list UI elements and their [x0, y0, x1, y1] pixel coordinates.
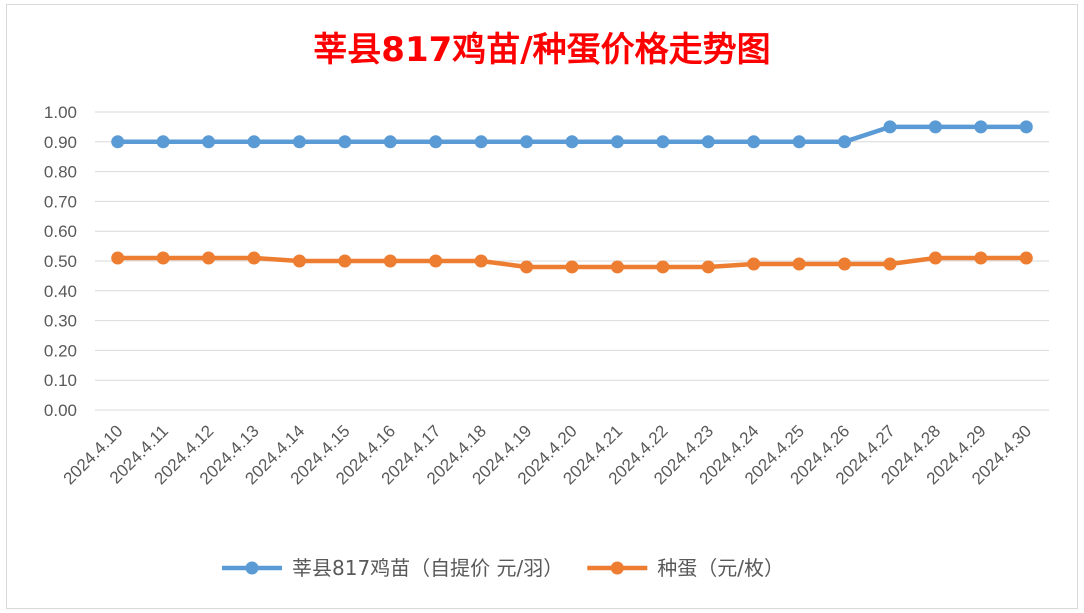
data-point — [156, 251, 170, 265]
data-point — [338, 254, 352, 268]
y-tick-label: 0.30 — [44, 312, 77, 331]
data-point — [928, 251, 942, 265]
data-point — [474, 135, 488, 149]
data-point — [928, 120, 942, 134]
data-point — [520, 135, 534, 149]
data-point — [429, 254, 443, 268]
data-point — [156, 135, 170, 149]
data-point — [792, 135, 806, 149]
y-tick-label: 1.00 — [44, 103, 77, 122]
data-point — [1019, 120, 1033, 134]
data-point — [747, 135, 761, 149]
data-point — [383, 135, 397, 149]
data-point — [838, 135, 852, 149]
data-point — [292, 135, 306, 149]
data-point — [292, 254, 306, 268]
data-point — [520, 260, 534, 274]
data-point — [883, 257, 897, 271]
legend-label: 种蛋（元/枚） — [657, 556, 784, 580]
data-point — [838, 257, 852, 271]
data-point — [338, 135, 352, 149]
data-point — [247, 251, 261, 265]
chart-frame: 莘县817鸡苗/种蛋价格走势图 0.00 0.10 0.20 0.30 0.40 0.50… — [6, 4, 1078, 609]
line-chart: 莘县817鸡苗/种蛋价格走势图 0.00 0.10 0.20 0.30 0.40 0.50… — [44, 30, 1049, 580]
series-2 — [111, 251, 1033, 274]
data-point — [565, 260, 579, 274]
series-1 — [111, 120, 1033, 149]
y-axis-tick-labels: 0.00 0.10 0.20 0.30 0.40 0.50 0.60 0.70 0.80 0.90… — [44, 103, 77, 420]
y-tick-label: 0.90 — [44, 133, 77, 152]
legend-swatch-marker — [245, 561, 259, 575]
legend-label: 莘县817鸡苗（自提价 元/羽） — [292, 556, 563, 580]
data-point — [974, 120, 988, 134]
y-tick-label: 0.70 — [44, 192, 77, 211]
data-point — [474, 254, 488, 268]
data-point — [202, 251, 216, 265]
x-axis-tick-labels: 2024.4.102024.4.112024.4.122024.4.132024… — [60, 421, 1035, 488]
data-point — [247, 135, 261, 149]
data-point — [111, 251, 125, 265]
data-point — [974, 251, 988, 265]
y-tick-label: 0.00 — [44, 401, 77, 420]
data-point — [1019, 251, 1033, 265]
y-tick-label: 0.10 — [44, 371, 77, 390]
y-tick-label: 0.40 — [44, 282, 77, 301]
legend-item-1: 莘县817鸡苗（自提价 元/羽） — [222, 556, 563, 580]
data-point — [701, 135, 715, 149]
legend-swatch-marker — [610, 561, 624, 575]
legend: 莘县817鸡苗（自提价 元/羽） 种蛋（元/枚） — [222, 556, 784, 580]
data-point — [565, 135, 579, 149]
data-point — [111, 135, 125, 149]
data-point — [383, 254, 397, 268]
data-point — [883, 120, 897, 134]
data-point — [429, 135, 443, 149]
data-point — [610, 135, 624, 149]
data-point — [656, 135, 670, 149]
data-point — [701, 260, 715, 274]
series — [111, 120, 1033, 274]
chart-title: 莘县817鸡苗/种蛋价格走势图 — [313, 30, 770, 70]
data-point — [656, 260, 670, 274]
data-point — [202, 135, 216, 149]
y-tick-label: 0.60 — [44, 222, 77, 241]
data-point — [747, 257, 761, 271]
y-tick-label: 0.20 — [44, 341, 77, 360]
y-tick-label: 0.50 — [44, 252, 77, 271]
legend-item-2: 种蛋（元/枚） — [587, 556, 784, 580]
data-point — [610, 260, 624, 274]
data-point — [792, 257, 806, 271]
y-tick-label: 0.80 — [44, 163, 77, 182]
